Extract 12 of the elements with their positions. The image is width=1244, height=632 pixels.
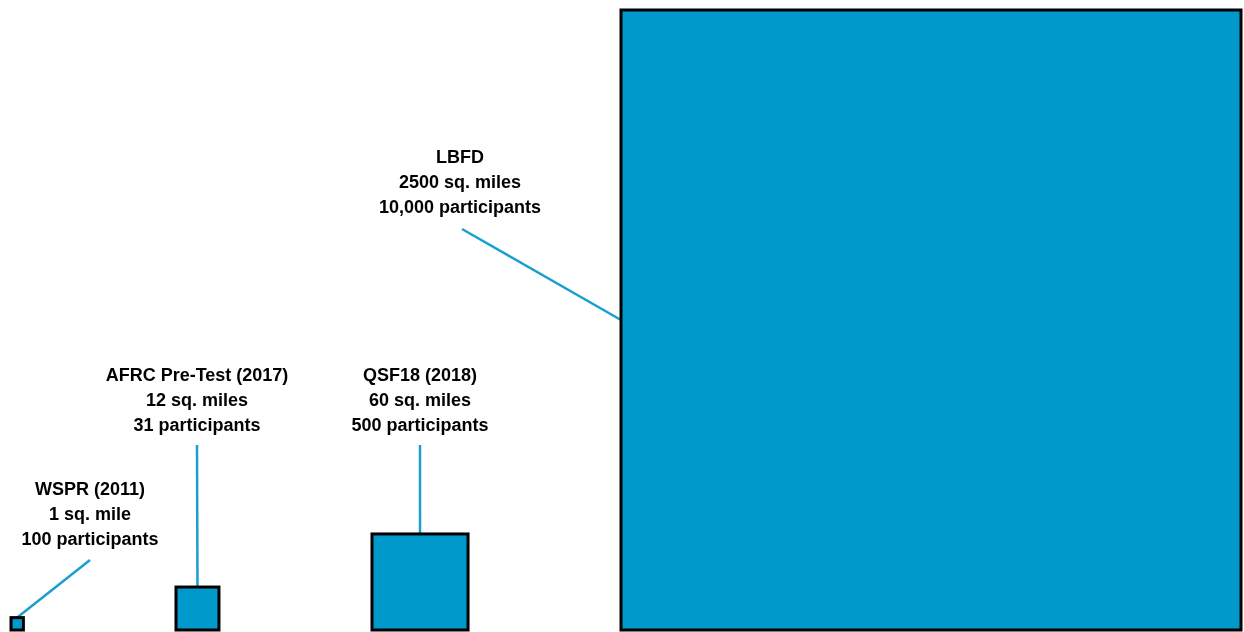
data-label: 12 sq. miles (145, 390, 249, 410)
text: 10,000 participants (378, 197, 542, 217)
category-label: QSF18 (2018) (362, 365, 478, 385)
category-label: LBFD (436, 147, 484, 167)
text: 500 participants (351, 415, 489, 435)
text: 100 participants (21, 529, 159, 549)
data-label: 1 sq. mile (48, 504, 132, 524)
category-label: AFRC Pre-Test (2017) (105, 365, 289, 385)
category-label: WSPR (2011) (34, 479, 146, 499)
data-label: 2500 sq. miles (398, 172, 522, 192)
text: 31 participants (133, 415, 261, 435)
data-label: 60 sq. miles (368, 390, 472, 410)
